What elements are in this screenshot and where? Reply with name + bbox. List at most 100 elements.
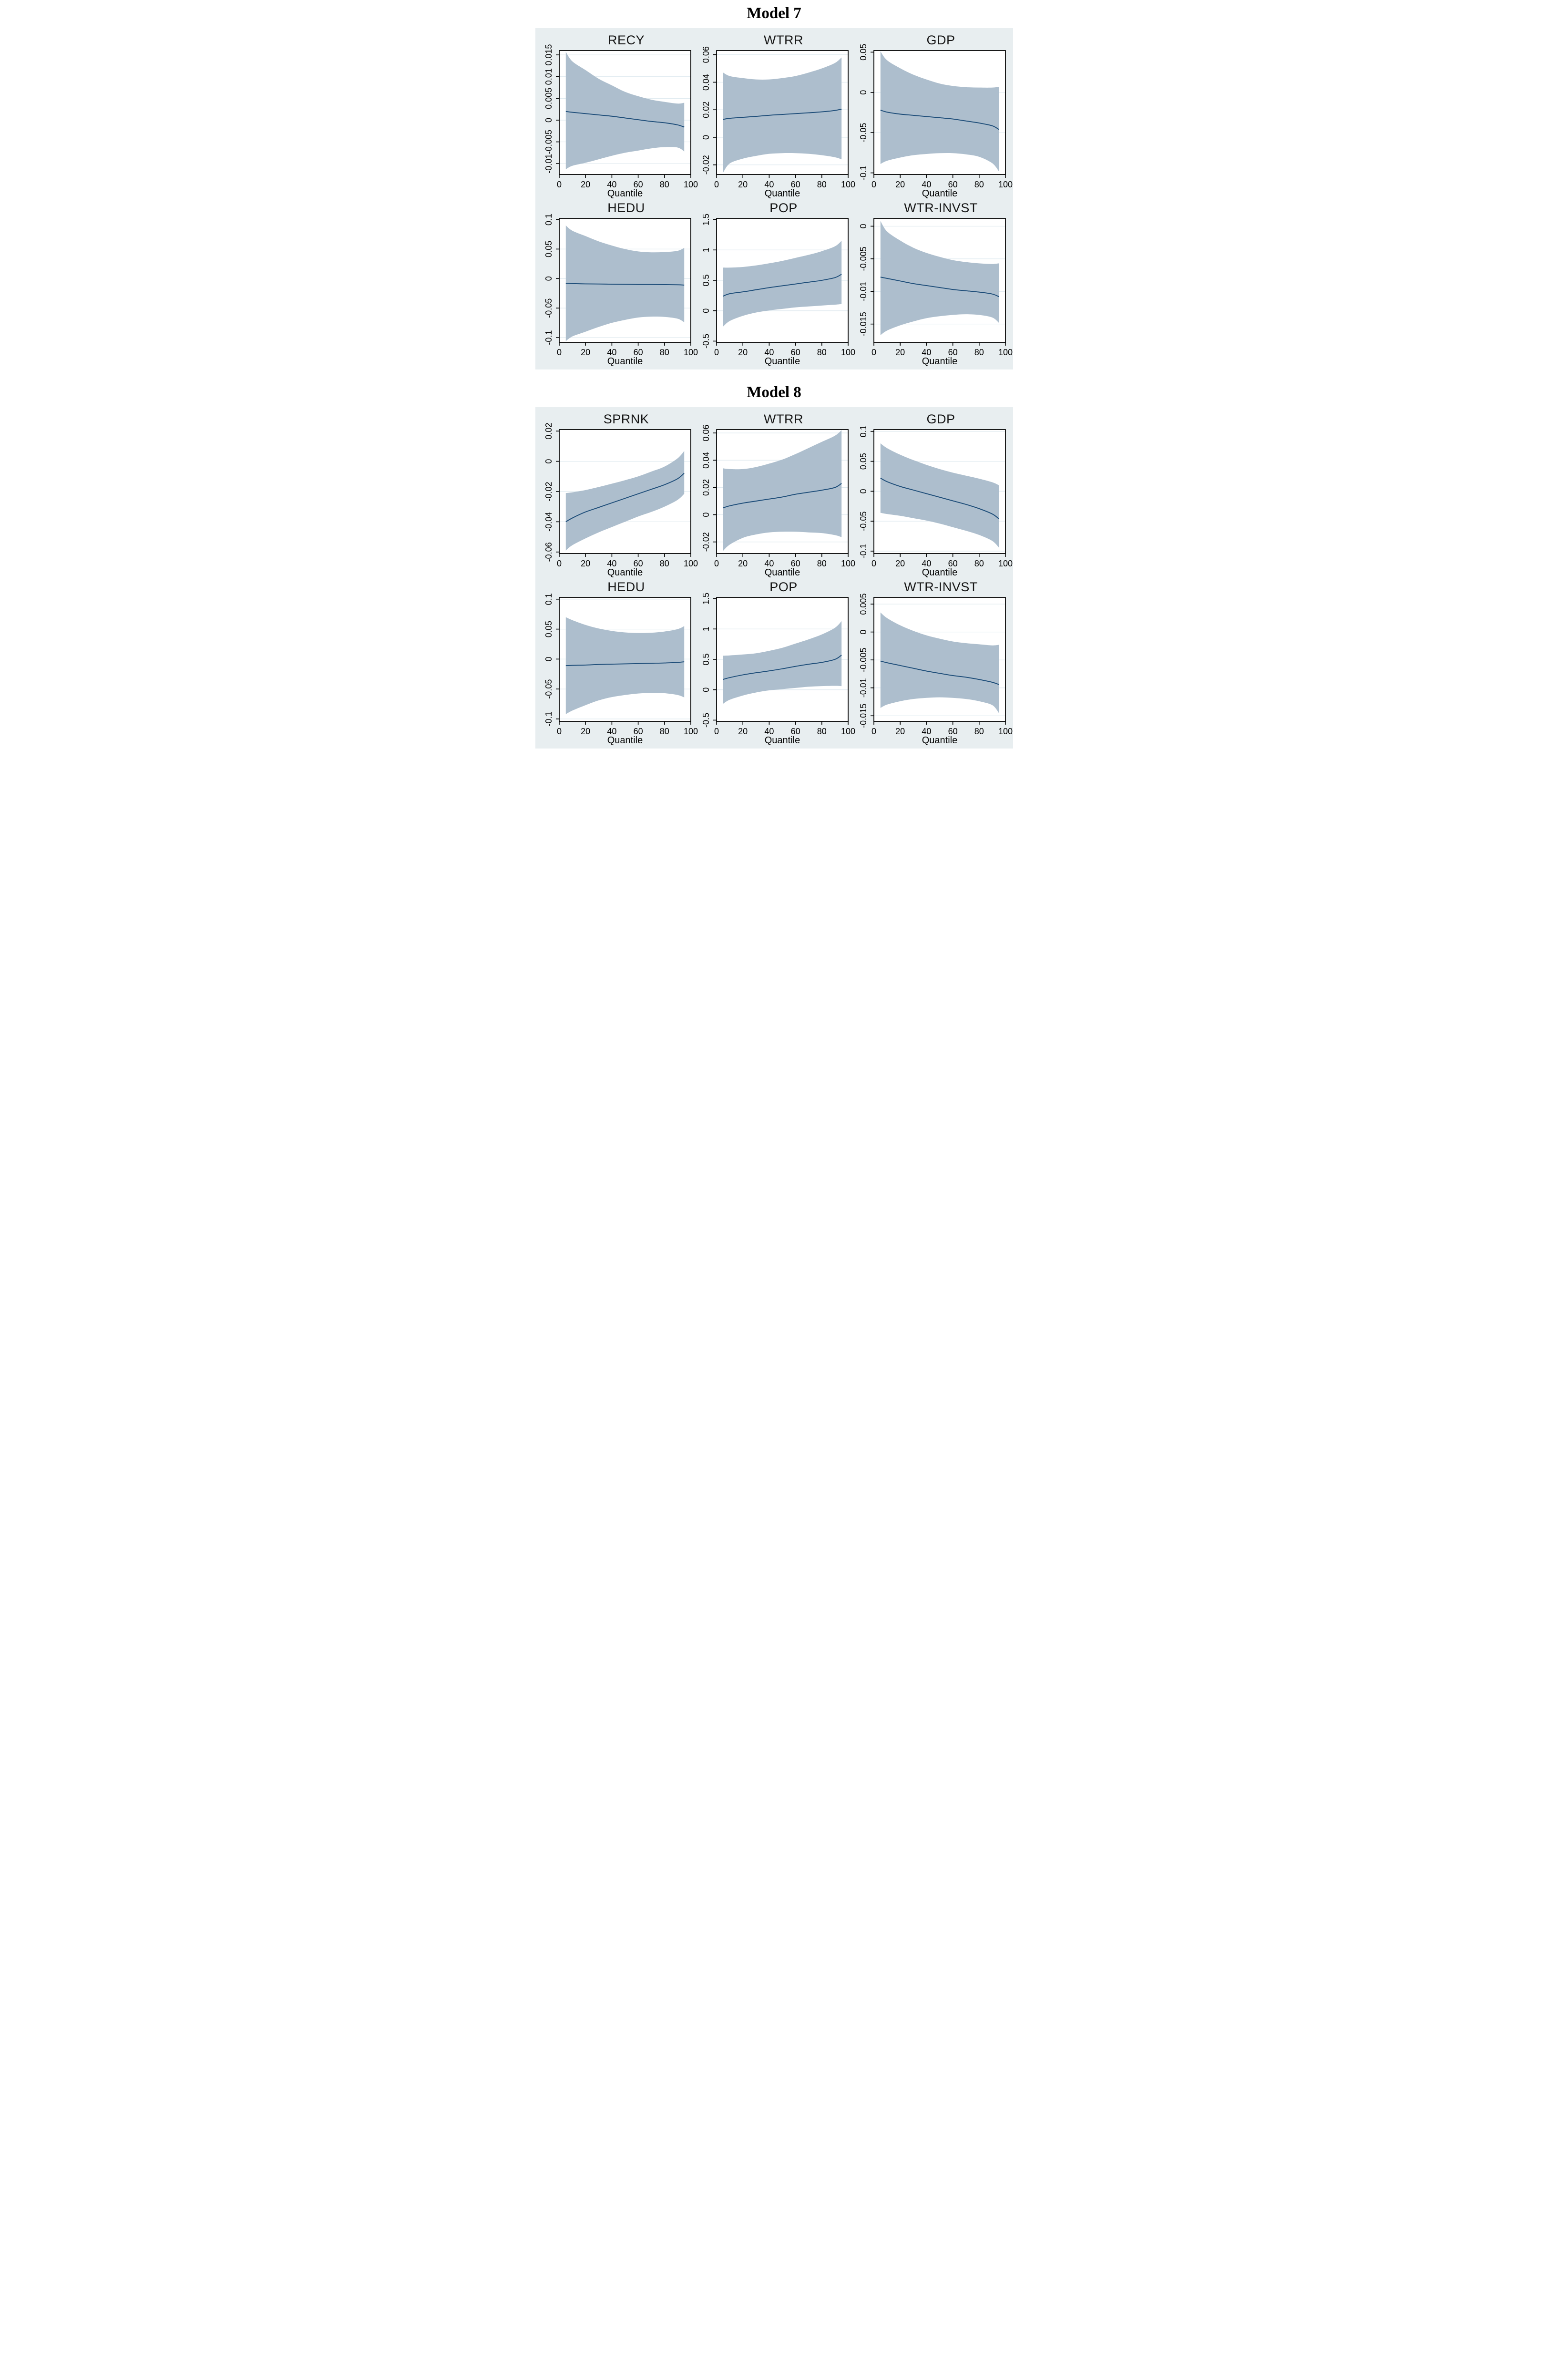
chart-title: WTR-INVST bbox=[904, 201, 978, 215]
x-tick-label: 20 bbox=[895, 727, 905, 736]
x-tick-label: 60 bbox=[633, 727, 643, 736]
confidence-band bbox=[880, 443, 999, 548]
x-tick-label: 80 bbox=[817, 727, 826, 736]
y-tick-label: 0.1 bbox=[544, 593, 554, 605]
x-tick-label: 80 bbox=[974, 559, 984, 568]
y-tick-label: -0.01 bbox=[859, 678, 868, 698]
x-axis-label: Quantile bbox=[764, 356, 800, 367]
y-tick-label: -0.05 bbox=[544, 298, 554, 318]
y-tick-label: -0.005 bbox=[859, 246, 868, 271]
y-tick-label: 1.5 bbox=[701, 214, 711, 226]
x-tick-label: 60 bbox=[633, 180, 643, 189]
y-tick-label: -0.02 bbox=[701, 532, 711, 552]
x-tick-label: 0 bbox=[714, 727, 718, 736]
x-axis-label: Quantile bbox=[764, 188, 800, 199]
y-tick-label: 0.5 bbox=[701, 653, 711, 665]
x-tick-label: 0 bbox=[556, 348, 561, 357]
chart-cell-wtr-invst: WTR-INVST 0 -0.005 -0.01 -0.015 0 20 40 60 80 100 Q… bbox=[853, 201, 1013, 367]
chart-title: HEDU bbox=[607, 201, 645, 215]
confidence-band bbox=[565, 617, 684, 714]
y-tick-label: 0.01 bbox=[544, 68, 554, 85]
x-tick-label: 100 bbox=[683, 348, 697, 357]
estimate-line bbox=[880, 660, 999, 685]
y-tick-label: 0 bbox=[544, 657, 554, 661]
x-tick-label: 60 bbox=[948, 348, 957, 357]
x-tick-label: 40 bbox=[922, 727, 931, 736]
x-tick-label: 60 bbox=[790, 559, 800, 568]
x-tick-label: 40 bbox=[764, 559, 774, 568]
y-tick-label: 0 bbox=[701, 513, 711, 517]
x-axis-label: Quantile bbox=[607, 188, 643, 199]
plot-frame bbox=[873, 218, 1006, 343]
x-tick-label: 60 bbox=[948, 180, 957, 189]
chart-grid-model-7: RECY 0.015 0.01 0.005 0 -0.005 -0.01 0 20 40 60 80 1… bbox=[538, 33, 1013, 367]
chart-cell-pop: POP 1.5 1 0.5 0 -0.5 0 20 40 60 80 100 Quantile bbox=[696, 580, 855, 746]
figure: Model 7 RECY 0.015 0.01 0.005 0 -0.005 -0.01 0 2… bbox=[535, 0, 1013, 749]
x-tick-label: 100 bbox=[998, 559, 1012, 568]
y-tick-label: 0.02 bbox=[701, 102, 711, 118]
x-tick-label: 0 bbox=[556, 727, 561, 736]
x-tick-label: 20 bbox=[895, 180, 905, 189]
y-tick-label: 0.05 bbox=[544, 241, 554, 257]
x-tick-label: 60 bbox=[633, 559, 643, 568]
chart-cell-wtr-invst: WTR-INVST 0.005 0 -0.005 -0.01 -0.015 0 20 40 60 8… bbox=[853, 580, 1013, 746]
chart-cell-wtrr: WTRR 0.06 0.04 0.02 0 -0.02 0 20 40 60 80 100 Quanti… bbox=[696, 33, 855, 199]
x-tick-label: 0 bbox=[871, 559, 876, 568]
estimate-line bbox=[723, 108, 841, 120]
y-tick-label: 0 bbox=[859, 90, 868, 95]
y-tick-label: -0.05 bbox=[859, 512, 868, 531]
y-tick-label: 0 bbox=[859, 489, 868, 493]
x-tick-label: 100 bbox=[683, 559, 697, 568]
panel-title-model-8: Model 8 bbox=[747, 384, 801, 401]
y-tick-label: 0.04 bbox=[701, 74, 711, 91]
y-tick-label: 0.1 bbox=[859, 425, 868, 437]
confidence-band bbox=[723, 241, 841, 327]
x-tick-label: 20 bbox=[581, 727, 590, 736]
plot-frame bbox=[873, 50, 1006, 175]
y-tick-label: 0.5 bbox=[701, 274, 711, 286]
x-tick-label: 20 bbox=[738, 727, 748, 736]
x-tick-label: 80 bbox=[974, 348, 984, 357]
x-tick-label: 0 bbox=[871, 348, 876, 357]
x-tick-label: 20 bbox=[895, 559, 905, 568]
y-tick-label: 0.02 bbox=[544, 423, 554, 440]
chart-title: GDP bbox=[926, 33, 955, 47]
plot-frame bbox=[716, 429, 849, 554]
chart-cell-recy: RECY 0.015 0.01 0.005 0 -0.005 -0.01 0 20 40 60 80 1… bbox=[538, 33, 698, 199]
x-tick-label: 60 bbox=[633, 348, 643, 357]
x-tick-label: 60 bbox=[790, 727, 800, 736]
x-tick-label: 100 bbox=[841, 348, 855, 357]
estimate-line bbox=[723, 655, 842, 680]
y-tick-label: 0 bbox=[859, 630, 868, 635]
estimate-line bbox=[565, 111, 685, 128]
x-axis-label: Quantile bbox=[607, 735, 643, 746]
plot-frame bbox=[558, 218, 691, 343]
x-tick-label: 20 bbox=[738, 180, 748, 189]
x-tick-label: 60 bbox=[790, 180, 800, 189]
estimate-line bbox=[565, 661, 684, 667]
x-tick-label: 100 bbox=[998, 348, 1012, 357]
chart-cell-wtrr: WTRR 0.06 0.04 0.02 0 -0.02 0 20 40 60 80 100 Quanti… bbox=[696, 412, 855, 578]
chart-cell-sprnk: SPRNK 0.02 0 -0.02 -0.04 -0.06 0 20 40 60 80 100 Qua… bbox=[538, 412, 698, 578]
x-tick-label: 40 bbox=[764, 180, 774, 189]
confidence-band bbox=[723, 57, 841, 173]
chart-title: WTRR bbox=[764, 412, 803, 426]
x-axis-label: Quantile bbox=[764, 567, 800, 578]
y-tick-label: -0.05 bbox=[859, 123, 868, 143]
y-tick-label: -0.005 bbox=[859, 648, 868, 672]
chart-plot: 0 -0.005 -0.01 -0.015 0 20 40 60 80 100 Quantile bbox=[859, 218, 1013, 367]
y-tick-label: 0 bbox=[701, 687, 711, 692]
x-tick-label: 20 bbox=[581, 348, 590, 357]
confidence-band bbox=[880, 612, 999, 713]
x-tick-label: 60 bbox=[948, 727, 957, 736]
chart-title: RECY bbox=[607, 33, 645, 47]
confidence-band bbox=[880, 51, 999, 172]
x-axis-label: Quantile bbox=[922, 735, 957, 746]
panel-model-8: SPRNK 0.02 0 -0.02 -0.04 -0.06 0 20 40 60 80 100 Qua… bbox=[535, 407, 1013, 749]
confidence-band bbox=[565, 51, 684, 170]
y-tick-label: -0.5 bbox=[701, 334, 711, 349]
